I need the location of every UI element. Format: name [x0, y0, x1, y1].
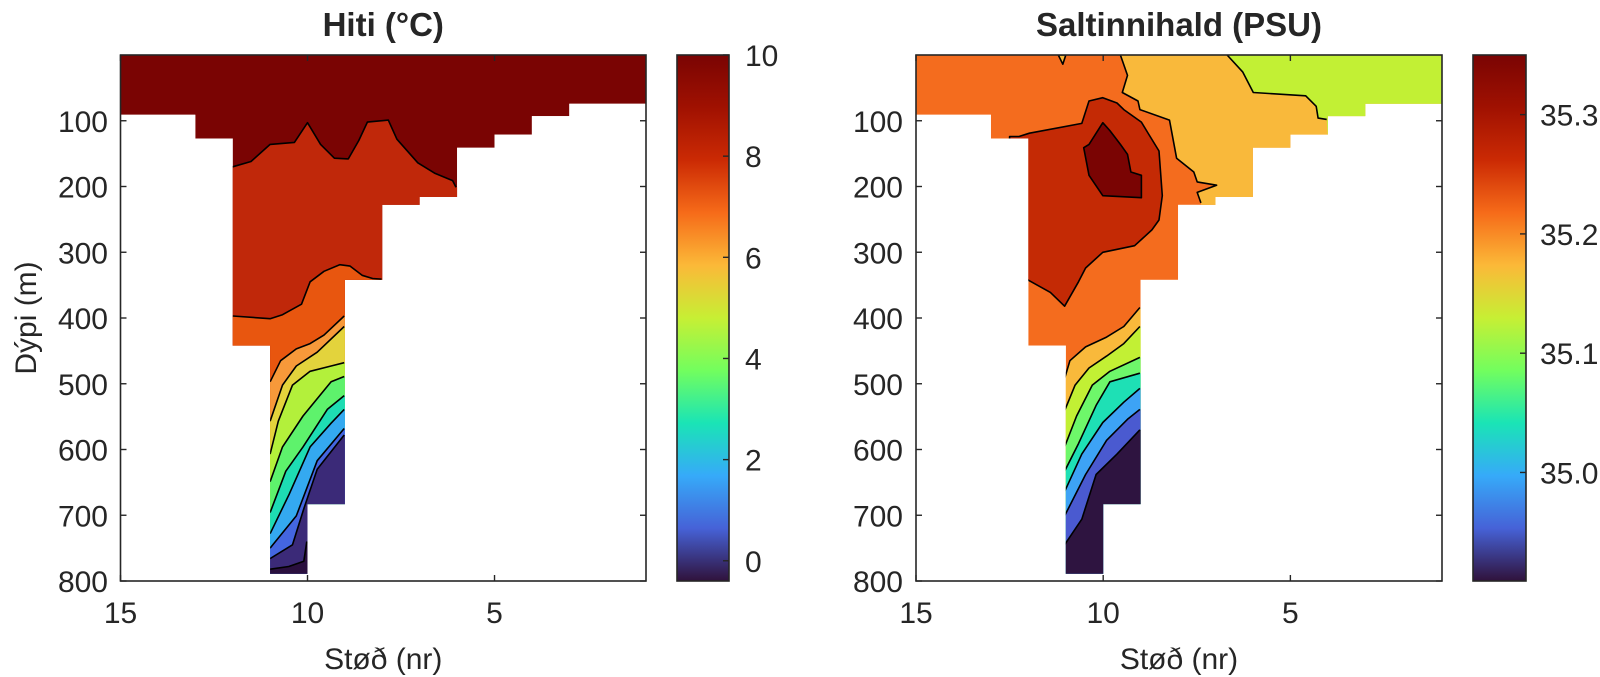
- salinity-field: [916, 55, 1442, 574]
- contour-line-3: [269, 394, 345, 513]
- y-tick-label: 800: [853, 566, 903, 599]
- y-tick-label: 300: [853, 237, 903, 270]
- y-tick-label: 600: [58, 435, 108, 468]
- y-tick-label: 400: [853, 303, 903, 336]
- colorbar-tick-label: 6: [745, 242, 762, 275]
- chart-title: Saltinnihald (PSU): [1036, 6, 1322, 43]
- contour-line-35.25: [1063, 306, 1141, 379]
- x-tick-label: 5: [1282, 597, 1299, 630]
- y-axis-label: Dýpi (m): [10, 261, 43, 374]
- contour-line-6: [269, 325, 345, 422]
- contour-line-8: [232, 263, 382, 320]
- colorbar-tick-label: 35.0: [1540, 457, 1598, 490]
- y-tick-label: 200: [853, 172, 903, 205]
- x-axis-label: Støð (nr): [1120, 643, 1238, 676]
- contour-line-35.25: [1057, 55, 1067, 65]
- y-tick-label: 700: [853, 500, 903, 533]
- colorbar-tick-label: 10: [745, 40, 778, 73]
- colorbar-tick-label: 2: [745, 445, 762, 478]
- y-tick-label: 100: [58, 106, 108, 139]
- contour-line-35: [1063, 408, 1141, 517]
- y-tick-label: 800: [58, 566, 108, 599]
- contour-line-35.25: [1119, 55, 1218, 204]
- colorbar-temperature: 10 8 6 4 2 0: [676, 40, 778, 582]
- y-tick-label: 500: [853, 369, 903, 402]
- contour-line-35.05: [1063, 387, 1141, 492]
- contour-line-0: [269, 434, 345, 560]
- contour-line-4: [269, 375, 345, 482]
- x-tick-label: 10: [1087, 597, 1120, 630]
- y-tick-label: 600: [853, 435, 903, 468]
- y-tick-label: 500: [58, 369, 108, 402]
- contour-line-35.1: [1063, 372, 1141, 472]
- y-tick-label: 200: [58, 172, 108, 205]
- colorbar-salinity: 35.3 35.2 35.1 35.0: [1472, 54, 1598, 582]
- x-tick-label: 15: [899, 597, 932, 630]
- contour-line-35.2: [1226, 55, 1327, 121]
- colorbar-tick-label: 35.1: [1540, 338, 1598, 371]
- y-tick-label: 300: [58, 237, 108, 270]
- colorbar-tick-label: 35.2: [1540, 219, 1598, 252]
- x-tick-label: 15: [104, 597, 137, 630]
- colorbar-gradient: [676, 54, 730, 582]
- x-tick-label: 10: [291, 597, 324, 630]
- colorbar-tick-label: 0: [745, 546, 762, 579]
- colorbar-tick-label: 4: [745, 343, 762, 376]
- colorbar-tick-label: 35.3: [1540, 100, 1598, 133]
- y-tick-label: 100: [853, 106, 903, 139]
- contour-line-5: [269, 361, 345, 455]
- y-tick-label: 700: [58, 500, 108, 533]
- x-axis-label: Støð (nr): [324, 643, 442, 676]
- contour-line-9: [232, 119, 457, 188]
- contour-line-1: [269, 427, 345, 549]
- contour-line--0.25: [269, 541, 308, 570]
- colorbar-gradient: [1472, 54, 1527, 582]
- contour-line-7: [269, 315, 345, 383]
- chart-title: Hiti (°C): [323, 6, 444, 43]
- panel-salinity: 15 10 5 100 200 300 400 500 600 700 800 Saltinnihal…: [853, 6, 1598, 676]
- contour-line-35.33: [1082, 121, 1143, 199]
- contour-line-35.15: [1063, 356, 1141, 448]
- contour-line-2: [269, 408, 345, 535]
- contour-line-35.3: [1008, 96, 1164, 308]
- x-tick-label: 5: [486, 597, 503, 630]
- contour-line-34.95: [1063, 429, 1141, 546]
- colorbar-tick-label: 8: [745, 141, 762, 174]
- y-tick-label: 400: [58, 303, 108, 336]
- band-35.33: [1083, 122, 1142, 198]
- temperature-field: [120, 55, 646, 574]
- contour-line-35.2: [1063, 325, 1141, 412]
